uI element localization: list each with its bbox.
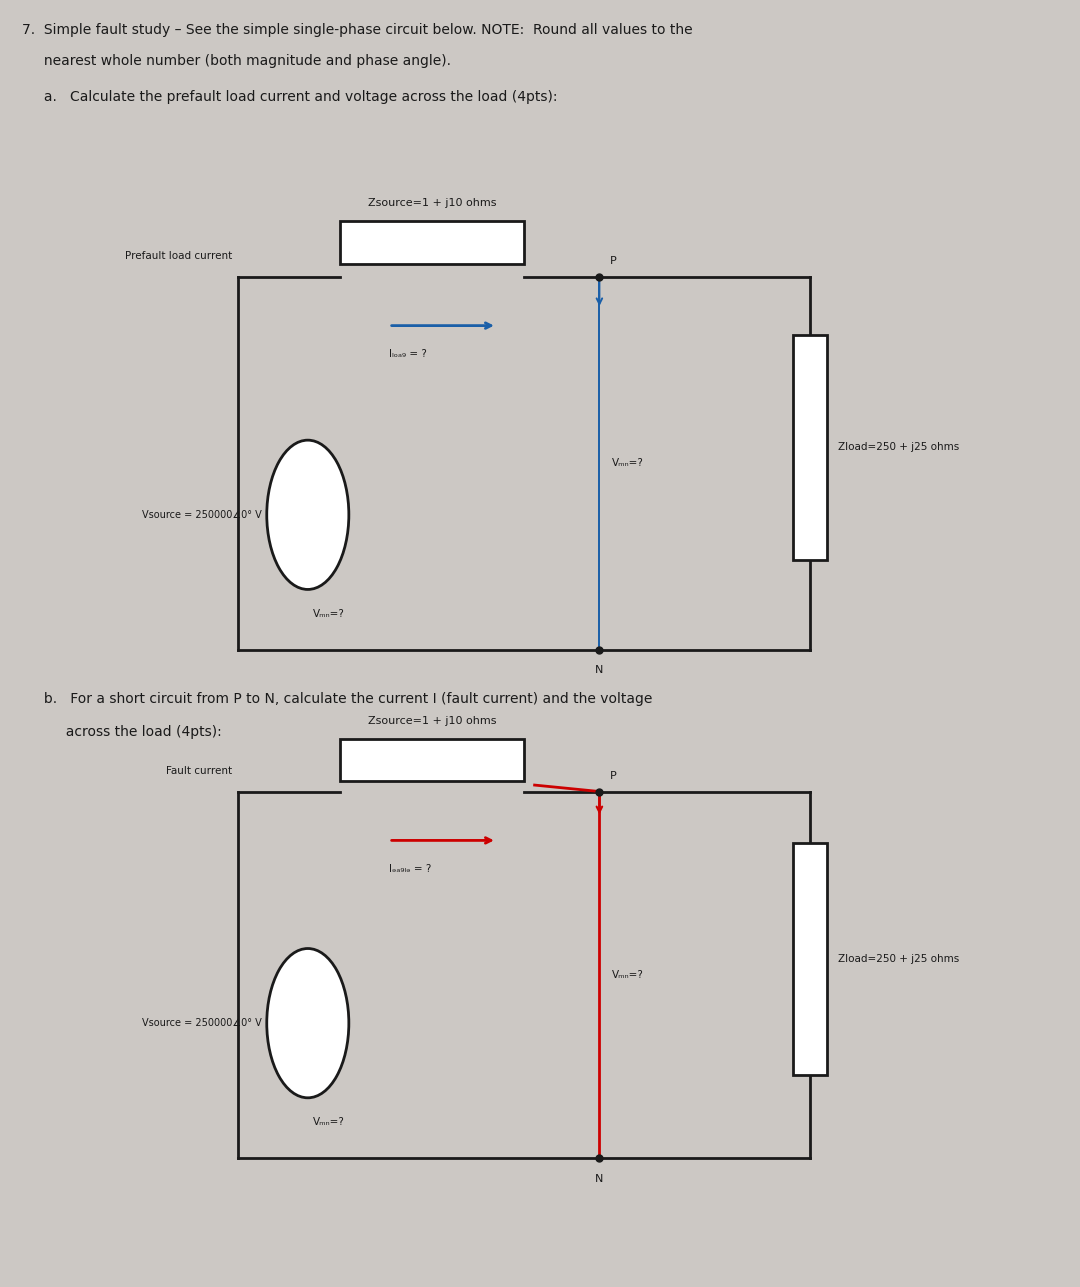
Bar	[340, 221, 524, 264]
Text: P: P	[610, 256, 617, 266]
Text: a.   Calculate the prefault load current and voltage across the load (4pts):: a. Calculate the prefault load current a…	[22, 90, 557, 104]
Text: Fault current: Fault current	[166, 766, 232, 776]
Text: across the load (4pts):: across the load (4pts):	[22, 725, 221, 739]
Text: Vₘₙ=?: Vₘₙ=?	[612, 458, 645, 468]
Text: Iₗₒₐ₉ = ?: Iₗₒₐ₉ = ?	[389, 349, 427, 359]
Text: Zsource=1 + j10 ohms: Zsource=1 + j10 ohms	[368, 198, 496, 208]
Text: Zsource=1 + j10 ohms: Zsource=1 + j10 ohms	[368, 716, 496, 726]
Text: Vₘₙ=?: Vₘₙ=?	[612, 970, 645, 979]
Text: b.   For a short circuit from P to N, calculate the current I (fault current) an: b. For a short circuit from P to N, calc…	[22, 692, 652, 707]
Ellipse shape	[267, 949, 349, 1098]
Text: Vsource = 250000∠0° V: Vsource = 250000∠0° V	[141, 1018, 261, 1028]
Bar	[340, 739, 524, 781]
Bar	[793, 335, 827, 560]
Text: Iₔₐ₉ₗₔ = ?: Iₔₐ₉ₗₔ = ?	[389, 864, 431, 874]
Text: Zload=250 + j25 ohms: Zload=250 + j25 ohms	[838, 954, 959, 964]
Text: Zload=250 + j25 ohms: Zload=250 + j25 ohms	[838, 443, 959, 452]
Text: N: N	[595, 665, 604, 676]
Text: P: P	[610, 771, 617, 781]
Text: Prefault load current: Prefault load current	[125, 251, 232, 261]
Text: 7.  Simple fault study – See the simple single-phase circuit below. NOTE:  Round: 7. Simple fault study – See the simple s…	[22, 23, 692, 37]
Ellipse shape	[267, 440, 349, 589]
Text: N: N	[595, 1174, 604, 1184]
Text: Vₘₙ=?: Vₘₙ=?	[313, 1117, 346, 1127]
Text: Vsource = 250000∠0° V: Vsource = 250000∠0° V	[141, 510, 261, 520]
Bar	[793, 843, 827, 1075]
Text: Vₘₙ=?: Vₘₙ=?	[313, 609, 346, 619]
Text: nearest whole number (both magnitude and phase angle).: nearest whole number (both magnitude and…	[22, 54, 450, 68]
